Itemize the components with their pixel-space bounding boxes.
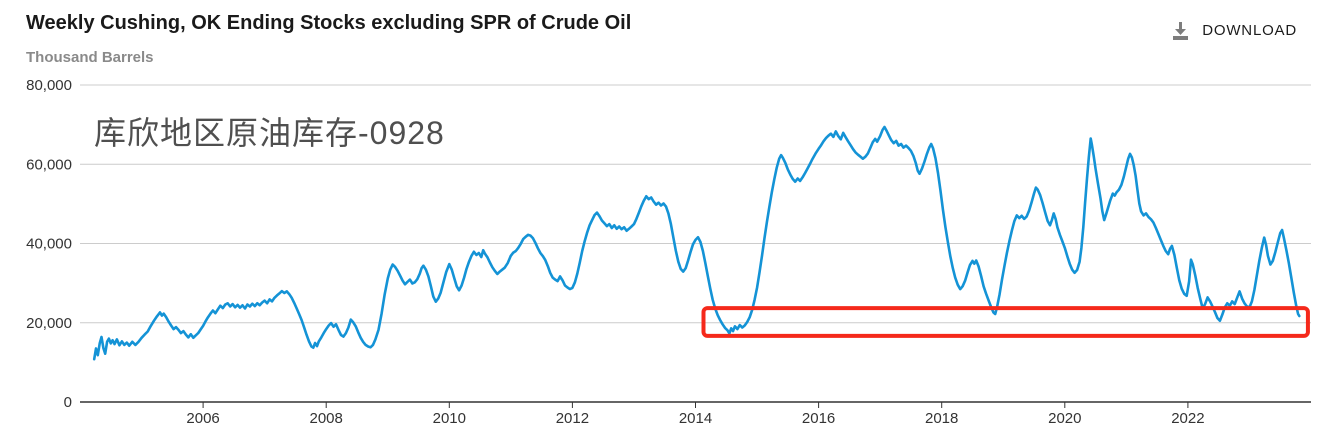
y-axis-tick-label: 40,000 (26, 236, 72, 253)
x-axis-tick-label: 2010 (433, 410, 466, 427)
download-icon (1170, 20, 1191, 41)
y-axis-tick-label: 20,000 (26, 315, 72, 332)
page-title: Weekly Cushing, OK Ending Stocks excludi… (26, 12, 632, 34)
y-axis-tick-label: 60,000 (26, 156, 72, 173)
series-line (92, 125, 1301, 361)
x-axis-tick-label: 2008 (310, 410, 343, 427)
y-axis-tick-label: 0 (64, 394, 72, 411)
download-button[interactable]: DOWNLOAD (1166, 16, 1301, 45)
x-axis-tick-label: 2022 (1171, 410, 1204, 427)
x-axis-tick-label: 2016 (802, 410, 835, 427)
x-axis-tick-label: 2006 (186, 410, 219, 427)
chinese-annotation-text: 库欣地区原油库存-0928 (94, 115, 445, 151)
highlight-box-annotation (701, 306, 1310, 338)
x-axis-tick-label: 2014 (679, 410, 712, 427)
x-axis-tick-label: 2012 (556, 410, 589, 427)
y-axis-unit-label: Thousand Barrels (26, 49, 154, 66)
x-axis-tick-label: 2018 (925, 410, 958, 427)
x-axis-tick-label: 2020 (1048, 410, 1081, 427)
download-button-label: DOWNLOAD (1202, 22, 1297, 39)
y-axis-tick-label: 80,000 (26, 77, 72, 94)
